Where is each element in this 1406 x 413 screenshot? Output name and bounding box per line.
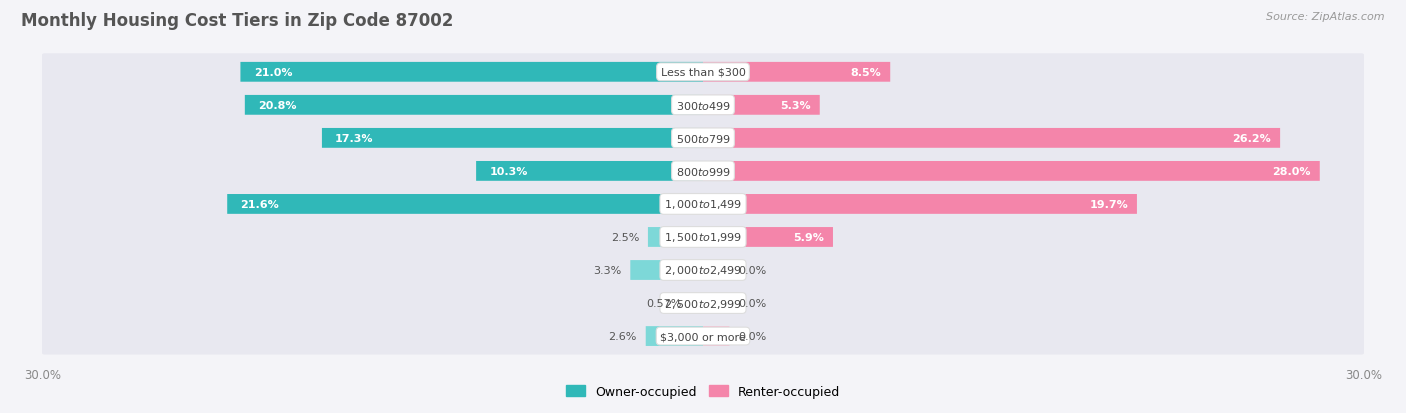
Text: Less than $300: Less than $300 bbox=[661, 68, 745, 78]
Text: 19.7%: 19.7% bbox=[1090, 199, 1128, 209]
Text: 0.0%: 0.0% bbox=[738, 331, 766, 341]
Text: 5.3%: 5.3% bbox=[780, 101, 811, 111]
FancyBboxPatch shape bbox=[648, 228, 703, 247]
Text: 21.6%: 21.6% bbox=[240, 199, 280, 209]
Text: 2.5%: 2.5% bbox=[610, 233, 640, 242]
FancyBboxPatch shape bbox=[703, 326, 730, 346]
Text: 0.57%: 0.57% bbox=[647, 298, 682, 308]
Text: 21.0%: 21.0% bbox=[253, 68, 292, 78]
Text: $1,000 to $1,499: $1,000 to $1,499 bbox=[664, 198, 742, 211]
Text: 2.6%: 2.6% bbox=[609, 331, 637, 341]
FancyBboxPatch shape bbox=[228, 195, 703, 214]
Text: 0.0%: 0.0% bbox=[738, 265, 766, 275]
Text: Source: ZipAtlas.com: Source: ZipAtlas.com bbox=[1267, 12, 1385, 22]
FancyBboxPatch shape bbox=[41, 219, 1365, 256]
FancyBboxPatch shape bbox=[41, 318, 1365, 355]
FancyBboxPatch shape bbox=[703, 293, 730, 313]
Legend: Owner-occupied, Renter-occupied: Owner-occupied, Renter-occupied bbox=[561, 380, 845, 403]
FancyBboxPatch shape bbox=[41, 87, 1365, 124]
FancyBboxPatch shape bbox=[322, 128, 703, 148]
FancyBboxPatch shape bbox=[41, 186, 1365, 223]
FancyBboxPatch shape bbox=[41, 153, 1365, 190]
Text: $2,000 to $2,499: $2,000 to $2,499 bbox=[664, 264, 742, 277]
FancyBboxPatch shape bbox=[245, 96, 703, 116]
Text: 26.2%: 26.2% bbox=[1233, 133, 1271, 144]
FancyBboxPatch shape bbox=[41, 120, 1365, 157]
FancyBboxPatch shape bbox=[703, 228, 832, 247]
FancyBboxPatch shape bbox=[41, 252, 1365, 289]
Text: $800 to $999: $800 to $999 bbox=[675, 166, 731, 178]
FancyBboxPatch shape bbox=[630, 261, 703, 280]
FancyBboxPatch shape bbox=[41, 54, 1365, 91]
FancyBboxPatch shape bbox=[703, 96, 820, 116]
Text: $2,500 to $2,999: $2,500 to $2,999 bbox=[664, 297, 742, 310]
Text: 0.0%: 0.0% bbox=[738, 298, 766, 308]
FancyBboxPatch shape bbox=[645, 326, 703, 346]
Text: 10.3%: 10.3% bbox=[489, 166, 527, 176]
FancyBboxPatch shape bbox=[690, 293, 703, 313]
Text: Monthly Housing Cost Tiers in Zip Code 87002: Monthly Housing Cost Tiers in Zip Code 8… bbox=[21, 12, 454, 30]
Text: $300 to $499: $300 to $499 bbox=[675, 100, 731, 112]
FancyBboxPatch shape bbox=[240, 63, 703, 83]
FancyBboxPatch shape bbox=[703, 128, 1279, 148]
Text: 3.3%: 3.3% bbox=[593, 265, 621, 275]
Text: $1,500 to $1,999: $1,500 to $1,999 bbox=[664, 231, 742, 244]
FancyBboxPatch shape bbox=[703, 261, 730, 280]
Text: 20.8%: 20.8% bbox=[259, 101, 297, 111]
FancyBboxPatch shape bbox=[41, 285, 1365, 322]
Text: 8.5%: 8.5% bbox=[851, 68, 882, 78]
Text: $3,000 or more: $3,000 or more bbox=[661, 331, 745, 341]
FancyBboxPatch shape bbox=[703, 63, 890, 83]
Text: $500 to $799: $500 to $799 bbox=[675, 133, 731, 145]
FancyBboxPatch shape bbox=[703, 161, 1320, 181]
Text: 5.9%: 5.9% bbox=[793, 233, 824, 242]
Text: 28.0%: 28.0% bbox=[1272, 166, 1310, 176]
FancyBboxPatch shape bbox=[703, 195, 1137, 214]
Text: 17.3%: 17.3% bbox=[335, 133, 374, 144]
FancyBboxPatch shape bbox=[477, 161, 703, 181]
